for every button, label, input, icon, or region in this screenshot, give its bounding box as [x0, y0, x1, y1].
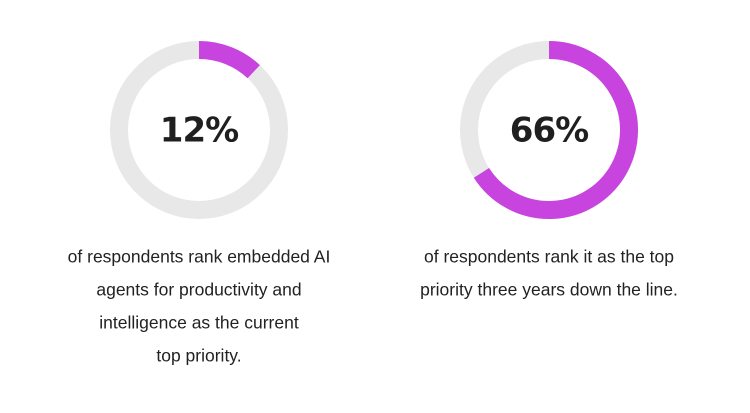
value-label: 66% — [510, 111, 588, 151]
value-label: 12% — [160, 111, 238, 151]
caption-line: of respondents rank embedded AI — [68, 247, 331, 267]
caption-line: intelligence as the current — [99, 313, 299, 333]
donut-arc — [198, 41, 260, 79]
caption-line: top priority. — [156, 346, 241, 366]
donut-arc — [473, 41, 638, 219]
caption-line: of respondents rank it as the top — [424, 247, 674, 267]
caption-line: agents for productivity and — [96, 280, 301, 300]
caption-line: priority three years down the line. — [420, 280, 678, 300]
